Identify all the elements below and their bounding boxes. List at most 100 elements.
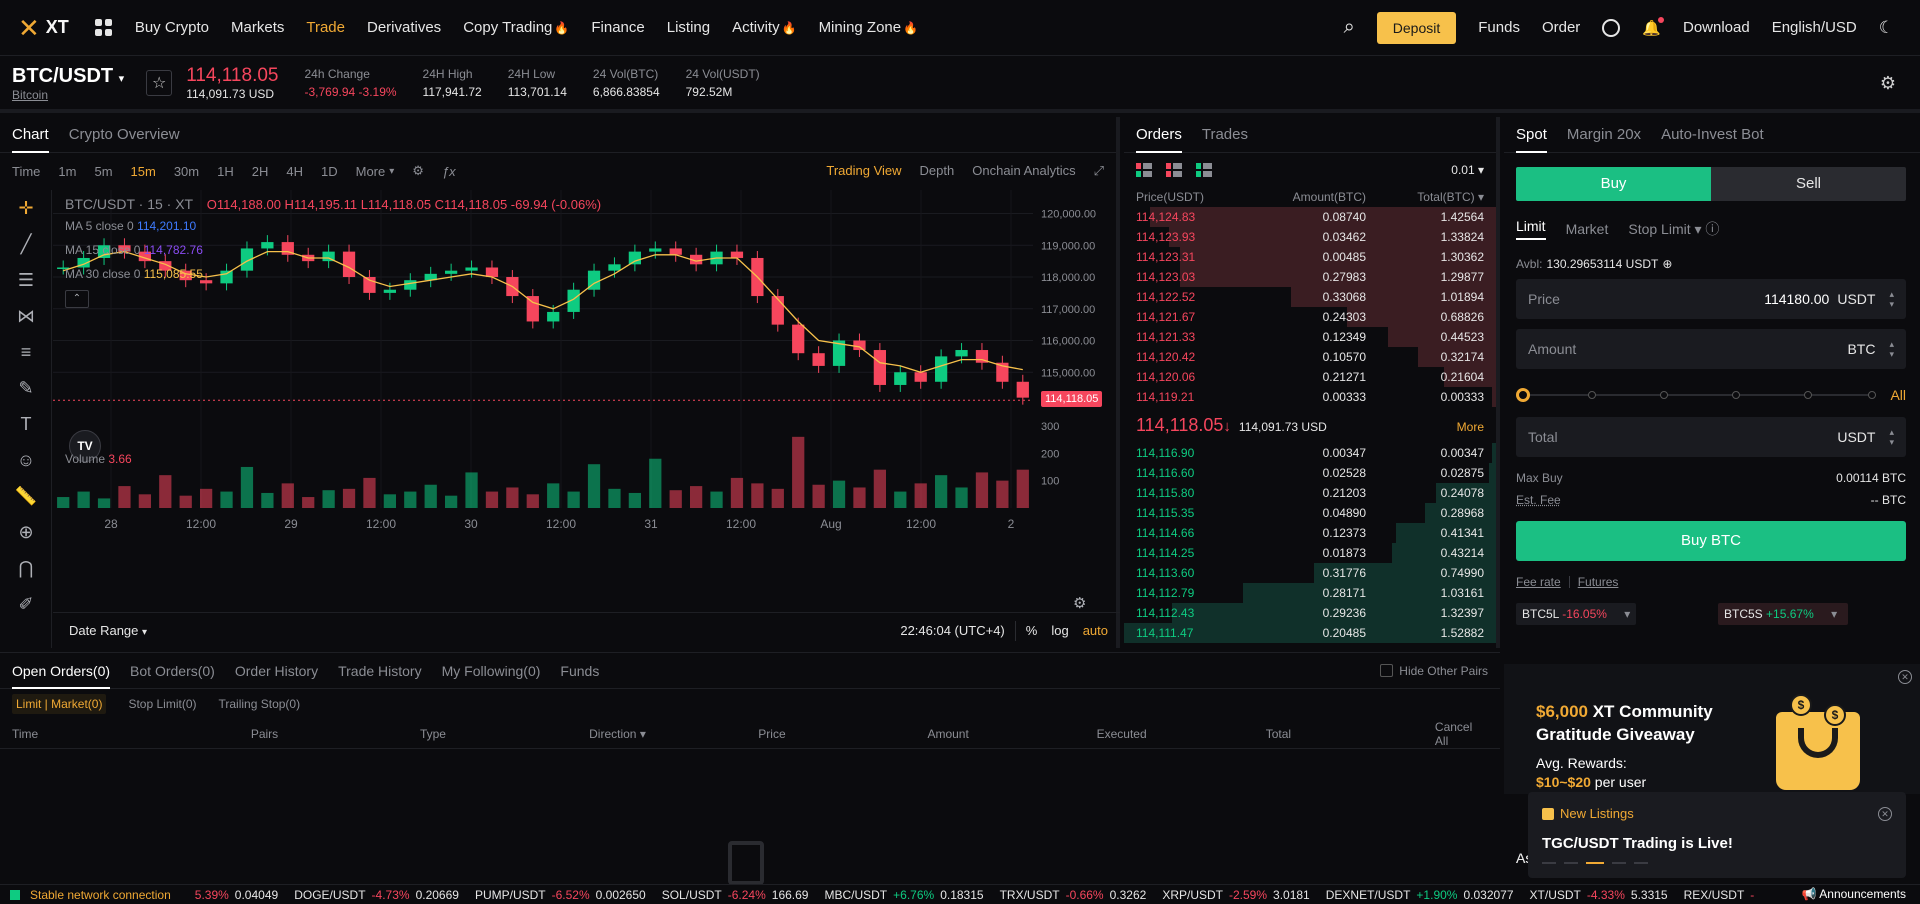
total-input[interactable]: Total USDT ▴ ▾ bbox=[1516, 417, 1906, 457]
log-scale-toggle[interactable]: log bbox=[1051, 623, 1069, 638]
tab-trades[interactable]: Trades bbox=[1201, 125, 1248, 143]
bids-row[interactable]: 114,114.25 0.01873 0.43214 bbox=[1124, 543, 1496, 563]
footer-ticker-item[interactable]: DEXNET/USDT +1.90% 0.032077 bbox=[1325, 887, 1514, 902]
fx-indicators-icon[interactable]: ƒx bbox=[441, 163, 456, 179]
asks-row[interactable]: 114,121.33 0.12349 0.44523 bbox=[1124, 327, 1496, 347]
interval-1m[interactable]: 1m bbox=[58, 163, 77, 179]
coin-name[interactable]: Bitcoin bbox=[12, 87, 49, 102]
text-tool-icon[interactable]: T bbox=[20, 413, 32, 434]
bids-row[interactable]: 114,112.79 0.28171 1.03161 bbox=[1124, 583, 1496, 603]
order-type-limit[interactable]: Limit bbox=[1516, 218, 1546, 240]
book-asks-icon[interactable] bbox=[1166, 163, 1182, 177]
fib-icon[interactable]: ≡ bbox=[20, 341, 32, 362]
interval-30m[interactable]: 30m bbox=[173, 163, 200, 179]
nav-derivatives[interactable]: Derivatives bbox=[367, 19, 442, 36]
footer-ticker-item[interactable]: DOGE/USDT -4.73% 0.20669 bbox=[294, 887, 459, 902]
info-icon[interactable]: ⓘ bbox=[1705, 221, 1720, 237]
total-stepper[interactable]: ▴ ▾ bbox=[1889, 427, 1894, 447]
nav-trade[interactable]: Trade bbox=[306, 19, 345, 36]
all-button[interactable]: All bbox=[1890, 387, 1906, 403]
percent-scale-toggle[interactable]: % bbox=[1025, 623, 1038, 638]
notification-bell-icon[interactable]: 🔔 bbox=[1642, 16, 1664, 37]
price-stepper[interactable]: ▴ ▾ bbox=[1889, 289, 1894, 309]
asks-row[interactable]: 114,123.93 0.03462 1.33824 bbox=[1124, 227, 1496, 247]
asks-row[interactable]: 114,119.21 0.00333 0.00333 bbox=[1124, 387, 1496, 407]
view-depth[interactable]: Depth bbox=[919, 163, 955, 178]
theme-moon-icon[interactable]: ☾ bbox=[1878, 17, 1894, 37]
pair-selector[interactable]: BTC/USDT ▾ Bitcoin bbox=[12, 64, 125, 102]
price-input[interactable]: Price 114180.00 USDT ▴ ▾ bbox=[1516, 279, 1906, 319]
collapse-legend-icon[interactable]: ⌃ bbox=[65, 290, 89, 308]
tradingview-logo-icon[interactable]: TV bbox=[69, 430, 101, 462]
column-direction[interactable]: Direction ▾ bbox=[589, 726, 646, 741]
footer-ticker-item[interactable]: REX/USDT - bbox=[1683, 887, 1755, 902]
interval-2h[interactable]: 2H bbox=[251, 163, 269, 179]
footer-ticker-item[interactable]: XRP/USDT -2.59% 3.0181 bbox=[1162, 887, 1310, 902]
orders-tab-bot-orders-0[interactable]: Bot Orders(0) bbox=[130, 662, 215, 679]
est-fee-label[interactable]: Est. Fee bbox=[1516, 493, 1561, 507]
add-funds-icon[interactable]: ⊕ bbox=[1662, 257, 1673, 271]
bids-row[interactable]: 114,112.43 0.29236 1.32397 bbox=[1124, 603, 1496, 623]
orders-tab-funds[interactable]: Funds bbox=[560, 662, 600, 679]
apps-grid-icon[interactable] bbox=[94, 18, 113, 37]
price-chart[interactable]: 120,000.00 119,000.00 118,000.00 117,000.00… bbox=[53, 190, 1120, 646]
settings-gear-icon[interactable]: ⚙ bbox=[1879, 72, 1896, 93]
trendline-icon[interactable]: ╱ bbox=[20, 233, 32, 254]
chart-settings-icon[interactable]: ⚙ bbox=[1073, 595, 1087, 612]
asks-row[interactable]: 114,123.31 0.00485 1.30362 bbox=[1124, 247, 1496, 267]
subtab-limit-market[interactable]: Limit | Market(0) bbox=[12, 694, 107, 714]
interval-5m[interactable]: 5m bbox=[94, 163, 113, 179]
book-bids-icon[interactable] bbox=[1196, 163, 1212, 177]
book-both-icon[interactable] bbox=[1136, 163, 1152, 177]
nav-listing[interactable]: Listing bbox=[666, 19, 711, 36]
emoji-icon[interactable]: ☺ bbox=[16, 449, 36, 470]
buy-side-button[interactable]: Buy bbox=[1516, 167, 1711, 201]
close-toast-icon[interactable]: ✕ bbox=[1878, 806, 1892, 821]
precision-selector[interactable]: 0.01 ▾ bbox=[1451, 163, 1484, 177]
logo[interactable]: ✕ XT bbox=[18, 12, 69, 43]
asks-row[interactable]: 114,123.03 0.27983 1.29877 bbox=[1124, 267, 1496, 287]
brush-icon[interactable]: ✎ bbox=[18, 377, 34, 398]
amount-slider[interactable]: All bbox=[1516, 385, 1906, 405]
sell-side-button[interactable]: Sell bbox=[1711, 167, 1906, 201]
interval-1d[interactable]: 1D bbox=[321, 163, 338, 179]
orders-tab-my-following-0[interactable]: My Following(0) bbox=[441, 662, 541, 679]
futures-link[interactable]: Futures bbox=[1577, 575, 1619, 589]
order-type-stop-limit[interactable]: Stop Limit ▾ ⓘ bbox=[1628, 221, 1720, 237]
bids-row[interactable]: 114,113.60 0.31776 0.74990 bbox=[1124, 563, 1496, 583]
nav-markets[interactable]: Markets bbox=[231, 19, 285, 36]
download-link[interactable]: Download bbox=[1682, 19, 1750, 36]
asks-row[interactable]: 114,120.06 0.21271 0.21604 bbox=[1124, 367, 1496, 387]
subtab-stop-limit[interactable]: Stop Limit(0) bbox=[128, 697, 197, 711]
promo-banner[interactable]: ✕ $6,000 XT Community Gratitude Giveaway… bbox=[1504, 664, 1920, 866]
bids-row[interactable]: 114,116.90 0.00347 0.00347 bbox=[1124, 443, 1496, 463]
interval-more[interactable]: More bbox=[355, 163, 386, 179]
tab-crypto-overview[interactable]: Crypto Overview bbox=[68, 125, 180, 143]
close-promo-icon[interactable]: ✕ bbox=[1898, 670, 1912, 684]
funds-link[interactable]: Funds bbox=[1478, 19, 1520, 36]
fee-rate-link[interactable]: Fee rate bbox=[1516, 575, 1561, 589]
interval-1h[interactable]: 1H bbox=[217, 163, 234, 179]
pattern-icon[interactable]: ⋈ bbox=[17, 305, 35, 326]
bids-row[interactable]: 114,116.60 0.02528 0.02875 bbox=[1124, 463, 1496, 483]
horizontal-lines-icon[interactable]: ☰ bbox=[17, 269, 35, 290]
amount-stepper[interactable]: ▴ ▾ bbox=[1889, 339, 1894, 359]
interval-4h[interactable]: 4H bbox=[286, 163, 303, 179]
bids-row[interactable]: 114,114.66 0.12373 0.41341 bbox=[1124, 523, 1496, 543]
footer-ticker-item[interactable]: SOL/USDT -6.24% 166.69 bbox=[661, 887, 809, 902]
indicator-settings-icon[interactable]: ⚙ bbox=[412, 163, 424, 178]
asks-row[interactable]: 114,124.83 0.08740 1.42564 bbox=[1124, 207, 1496, 227]
chart-canvas[interactable]: 120,000.00 119,000.00 118,000.00 117,000.00… bbox=[53, 190, 1120, 612]
amount-input[interactable]: Amount BTC ▴ ▾ bbox=[1516, 329, 1906, 369]
date-range-selector[interactable]: Date Range ▾ bbox=[69, 623, 148, 638]
asks-row[interactable]: 114,122.52 0.33068 1.01894 bbox=[1124, 287, 1496, 307]
orders-tab-open-orders-0[interactable]: Open Orders(0) bbox=[12, 653, 111, 689]
leverage-token-btc5s[interactable]: BTC5S +15.67% ▾ bbox=[1718, 603, 1848, 625]
tab-orders[interactable]: Orders bbox=[1136, 117, 1182, 153]
order-link[interactable]: Order bbox=[1541, 19, 1581, 36]
leverage-token-btc5l[interactable]: BTC5L -16.05% ▾ bbox=[1516, 603, 1636, 625]
ruler-icon[interactable]: 📏 bbox=[14, 485, 38, 506]
nav-activity[interactable]: Activity 🔥 bbox=[732, 19, 797, 36]
favorite-star-icon[interactable]: ☆ bbox=[146, 70, 173, 96]
lock-drawings-icon[interactable]: ✐ bbox=[18, 593, 34, 614]
